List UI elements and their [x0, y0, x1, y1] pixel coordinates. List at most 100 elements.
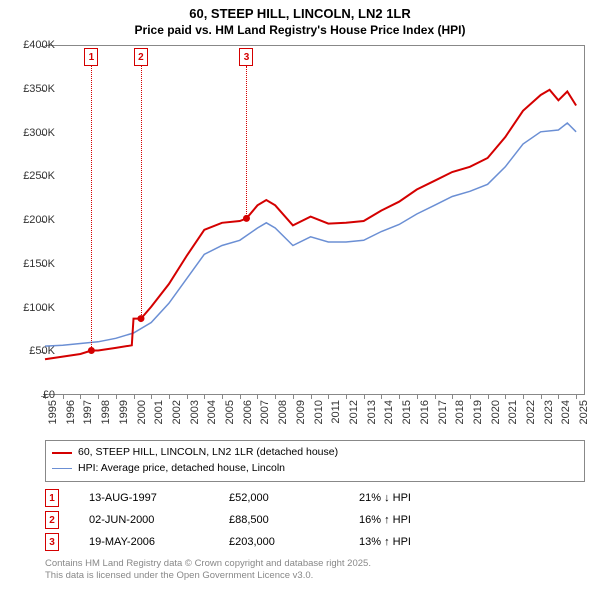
sales-table-row: 319-MAY-2006£203,00013% ↑ HPI	[45, 531, 479, 553]
x-tick	[204, 395, 205, 399]
x-axis-label: 2002	[171, 400, 183, 440]
series-price_paid	[45, 90, 576, 360]
x-axis-label: 2014	[383, 400, 395, 440]
y-axis-label: £150K	[5, 258, 55, 270]
x-tick	[275, 395, 276, 399]
x-tick	[257, 395, 258, 399]
x-tick	[98, 395, 99, 399]
sale-marker-box: 1	[84, 48, 98, 66]
sales-row-hpi-delta: 16% ↑ HPI	[359, 514, 479, 526]
y-axis-label: £100K	[5, 302, 55, 314]
x-axis-label: 2008	[277, 400, 289, 440]
sales-row-number: 2	[45, 511, 59, 529]
x-tick	[293, 395, 294, 399]
chart-svg	[45, 46, 584, 395]
x-axis-label: 2004	[206, 400, 218, 440]
title-line1: 60, STEEP HILL, LINCOLN, LN2 1LR	[0, 6, 600, 21]
x-tick	[169, 395, 170, 399]
x-tick	[417, 395, 418, 399]
x-axis-label: 2025	[578, 400, 590, 440]
x-tick	[151, 395, 152, 399]
legend-swatch	[52, 468, 72, 470]
title-line2: Price paid vs. HM Land Registry's House …	[0, 23, 600, 37]
y-axis-label: £200K	[5, 214, 55, 226]
sales-row-price: £88,500	[229, 514, 359, 526]
x-tick	[116, 395, 117, 399]
x-axis-label: 1999	[118, 400, 130, 440]
chart-title: 60, STEEP HILL, LINCOLN, LN2 1LR Price p…	[0, 0, 600, 37]
x-tick	[381, 395, 382, 399]
sale-marker-box: 2	[134, 48, 148, 66]
x-axis-label: 2013	[366, 400, 378, 440]
sale-marker-line	[141, 66, 142, 319]
x-tick	[558, 395, 559, 399]
sales-row-date: 19-MAY-2006	[89, 536, 229, 548]
sales-row-price: £203,000	[229, 536, 359, 548]
x-axis-label: 2011	[330, 400, 342, 440]
chart-plot-area: 123	[45, 45, 585, 395]
sales-row-date: 13-AUG-1997	[89, 492, 229, 504]
x-axis-label: 2020	[490, 400, 502, 440]
x-tick	[80, 395, 81, 399]
x-tick	[346, 395, 347, 399]
x-axis-label: 2023	[543, 400, 555, 440]
sales-row-price: £52,000	[229, 492, 359, 504]
x-axis-label: 2006	[242, 400, 254, 440]
y-axis-label: £50K	[5, 345, 55, 357]
x-axis-label: 2015	[401, 400, 413, 440]
x-tick	[541, 395, 542, 399]
sales-row-number: 1	[45, 489, 59, 507]
sales-table-row: 1 13-AUG-1997£52,00021% ↓ HPI	[45, 487, 479, 509]
sales-table: 1 13-AUG-1997£52,00021% ↓ HPI 2 02-JUN-2000…	[45, 487, 479, 553]
attribution-text: Contains HM Land Registry data © Crown c…	[45, 558, 371, 583]
x-tick	[452, 395, 453, 399]
legend-item: HPI: Average price, detached house, Linc…	[52, 461, 578, 477]
sales-row-hpi-delta: 21% ↓ HPI	[359, 492, 479, 504]
x-tick	[311, 395, 312, 399]
chart-legend: 60, STEEP HILL, LINCOLN, LN2 1LR (detach…	[45, 440, 585, 482]
x-axis-label: 2009	[295, 400, 307, 440]
x-axis-label: 2016	[419, 400, 431, 440]
legend-label: 60, STEEP HILL, LINCOLN, LN2 1LR (detach…	[78, 445, 338, 461]
legend-item: 60, STEEP HILL, LINCOLN, LN2 1LR (detach…	[52, 445, 578, 461]
attribution-line2: This data is licensed under the Open Gov…	[45, 570, 371, 582]
y-axis-label: £400K	[5, 39, 55, 51]
y-axis-label: £250K	[5, 170, 55, 182]
x-axis-label: 2003	[189, 400, 201, 440]
attribution-line1: Contains HM Land Registry data © Crown c…	[45, 558, 371, 570]
x-axis-label: 2010	[313, 400, 325, 440]
x-axis-label: 2017	[437, 400, 449, 440]
x-tick	[187, 395, 188, 399]
x-axis-label: 2007	[259, 400, 271, 440]
x-axis-label: 2018	[454, 400, 466, 440]
x-axis-label: 2022	[525, 400, 537, 440]
x-tick	[134, 395, 135, 399]
x-axis-label: 1998	[100, 400, 112, 440]
x-tick	[523, 395, 524, 399]
x-axis-label: 2012	[348, 400, 360, 440]
x-axis-label: 1996	[65, 400, 77, 440]
x-axis-label: 2005	[224, 400, 236, 440]
x-tick	[435, 395, 436, 399]
x-tick	[470, 395, 471, 399]
x-axis-line	[45, 394, 584, 395]
x-axis-label: 2019	[472, 400, 484, 440]
series-hpi	[45, 123, 576, 346]
x-tick	[222, 395, 223, 399]
x-tick	[488, 395, 489, 399]
x-axis-label: 2024	[560, 400, 572, 440]
x-tick	[576, 395, 577, 399]
x-tick	[240, 395, 241, 399]
x-tick	[505, 395, 506, 399]
x-axis-label: 1995	[47, 400, 59, 440]
x-tick	[364, 395, 365, 399]
sale-marker-line	[246, 66, 247, 218]
sales-table-row: 2 02-JUN-2000£88,50016% ↑ HPI	[45, 509, 479, 531]
sales-row-date: 02-JUN-2000	[89, 514, 229, 526]
y-axis-label: £300K	[5, 127, 55, 139]
x-axis-label: 2000	[136, 400, 148, 440]
x-tick	[328, 395, 329, 399]
x-axis-label: 1997	[82, 400, 94, 440]
sales-row-number: 3	[45, 533, 59, 551]
x-axis-label: 2021	[507, 400, 519, 440]
